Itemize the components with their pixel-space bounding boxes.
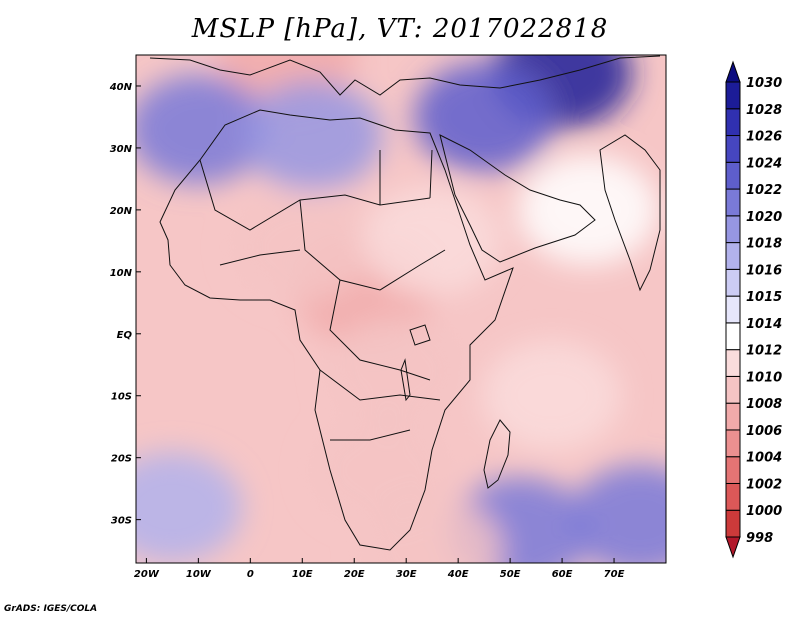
colorbar-box bbox=[725, 161, 741, 190]
grads-credit: GrADS: IGES/COLA bbox=[4, 604, 98, 614]
y-axis: 40N 30N 20N 10N EQ 10S 20S 30S bbox=[109, 82, 141, 527]
madagascar-coastline bbox=[483, 419, 511, 489]
pressure-center-9 bbox=[242, 80, 383, 191]
colorbar-label: 1014 bbox=[746, 317, 782, 332]
y-tick-label: 30S bbox=[111, 516, 132, 527]
pressure-center-6 bbox=[518, 154, 659, 265]
x-tick-label: 30E bbox=[396, 569, 417, 580]
india-coastline bbox=[599, 134, 661, 292]
colorbar-box bbox=[725, 375, 741, 404]
colorbar-label: 1002 bbox=[746, 477, 782, 492]
x-tick-label: 10W bbox=[186, 569, 212, 580]
colorbar-box bbox=[725, 81, 741, 110]
lake-tanganyika bbox=[400, 358, 411, 402]
colorbar-label: 1020 bbox=[746, 210, 782, 225]
colorbar-label: 1006 bbox=[746, 424, 782, 439]
europe-coastline bbox=[149, 55, 661, 96]
pressure-center-1 bbox=[232, 192, 373, 303]
colorbar-box bbox=[725, 482, 741, 511]
y-tick-label: 10S bbox=[111, 392, 132, 403]
pressure-center-13 bbox=[136, 452, 243, 563]
colorbar: 998 1000 1002 1004 1006 1008 1010 1012 1014 1015 1… bbox=[725, 60, 782, 559]
x-tick-label: 50E bbox=[500, 569, 521, 580]
coastlines bbox=[149, 55, 661, 551]
x-tick-label: 20W bbox=[134, 569, 160, 580]
x-tick-label: 20E bbox=[344, 569, 365, 580]
pressure-field bbox=[136, 55, 666, 563]
pressure-center-7 bbox=[481, 340, 622, 451]
colorbar-label: 1024 bbox=[746, 156, 782, 171]
map-title: MSLP [hPa], VT: 2017022818 bbox=[191, 14, 609, 44]
colorbar-label: 1022 bbox=[746, 183, 782, 198]
colorbar-box bbox=[725, 215, 741, 244]
colorbar-box bbox=[725, 322, 741, 351]
y-tick-label: 40N bbox=[109, 82, 133, 93]
x-tick-label: 0 bbox=[247, 569, 254, 580]
pressure-center-5 bbox=[362, 185, 503, 296]
pressure-center-14 bbox=[362, 495, 503, 563]
y-tick-label: 20S bbox=[111, 454, 132, 465]
x-tick-label: 60E bbox=[552, 569, 573, 580]
x-tick-label: 10E bbox=[292, 569, 313, 580]
pressure-center-15 bbox=[570, 464, 666, 563]
colorbar-label: 1008 bbox=[746, 397, 782, 412]
pressure-center-8 bbox=[136, 74, 269, 185]
pressure-center-2 bbox=[325, 315, 466, 426]
colorbar-label: 1016 bbox=[746, 263, 782, 278]
y-tick-label: EQ bbox=[117, 330, 133, 341]
colorbar-label: 1028 bbox=[746, 103, 782, 118]
colorbar-label: 998 bbox=[746, 531, 773, 546]
colorbar-label: 1000 bbox=[746, 504, 782, 519]
colorbar-label: 1026 bbox=[746, 130, 782, 145]
y-tick-label: 30N bbox=[110, 144, 133, 155]
colorbar-box bbox=[725, 402, 741, 431]
y-tick-label: 10N bbox=[110, 268, 133, 279]
colorbar-label: 1030 bbox=[746, 76, 782, 91]
africa-coastline bbox=[159, 109, 514, 551]
colorbar-box bbox=[725, 295, 741, 324]
x-tick-label: 40E bbox=[447, 569, 469, 580]
colorbar-label: 1004 bbox=[746, 451, 782, 466]
x-tick-label: 70E bbox=[604, 569, 625, 580]
y-tick-label: 20N bbox=[110, 206, 133, 217]
colorbar-box bbox=[725, 429, 741, 458]
colorbar-box bbox=[725, 456, 741, 484]
pressure-center-11 bbox=[414, 61, 555, 172]
colorbar-box bbox=[725, 349, 741, 377]
lake-victoria bbox=[409, 324, 431, 346]
x-axis: 20W 10W 0 10E 20E 30E 40E 50E 60E 70E bbox=[134, 558, 625, 580]
colorbar-box bbox=[725, 242, 741, 270]
arabian-peninsula-coastline bbox=[439, 134, 596, 263]
colorbar-label: 1018 bbox=[746, 237, 782, 252]
colorbar-label: 1012 bbox=[746, 344, 782, 359]
plot-frame bbox=[135, 54, 667, 564]
colorbar-label: 1015 bbox=[746, 290, 782, 305]
colorbar-box bbox=[725, 188, 741, 217]
colorbar-box bbox=[725, 108, 741, 137]
colorbar-top-arrow bbox=[725, 60, 741, 83]
colorbar-box bbox=[725, 509, 741, 538]
colorbar-label: 1010 bbox=[746, 370, 782, 385]
country-borders bbox=[199, 149, 446, 441]
colorbar-bottom-arrow bbox=[725, 536, 741, 559]
colorbar-box bbox=[725, 268, 741, 297]
colorbar-box bbox=[725, 135, 741, 163]
